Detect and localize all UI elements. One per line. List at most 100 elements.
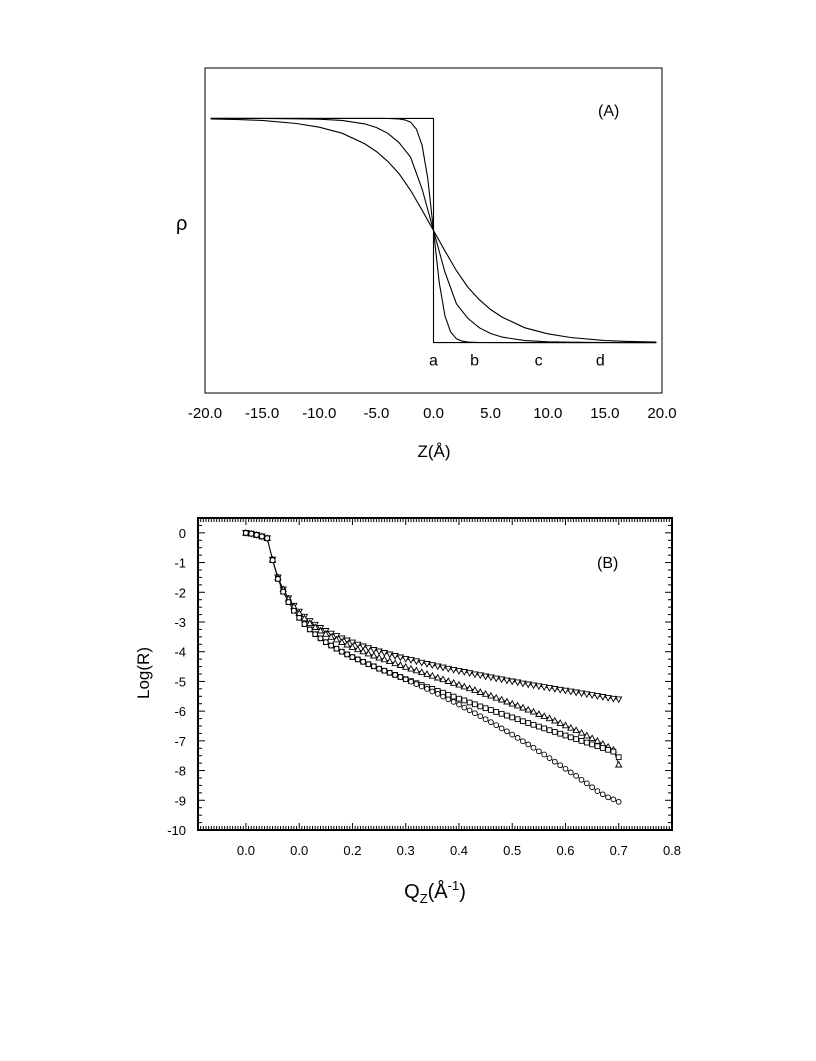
data-point xyxy=(424,686,430,692)
data-point xyxy=(604,694,612,702)
data-point xyxy=(365,661,372,668)
data-point xyxy=(275,576,281,582)
curve-label-b: b xyxy=(470,353,479,370)
data-point xyxy=(572,726,580,734)
data-point xyxy=(461,704,468,711)
panel-a-y-axis-label: ρ xyxy=(176,213,187,235)
data-point xyxy=(291,607,297,614)
data-point xyxy=(578,738,585,744)
data-point xyxy=(599,694,607,701)
data-point xyxy=(433,673,442,681)
data-point xyxy=(396,661,405,668)
data-point xyxy=(609,695,618,703)
data-point xyxy=(466,699,473,706)
data-point xyxy=(481,689,490,697)
data-point xyxy=(524,705,532,713)
data-point xyxy=(385,657,394,665)
data-point xyxy=(605,746,611,753)
data-point xyxy=(354,656,361,663)
data-point xyxy=(449,666,458,674)
data-point xyxy=(471,686,479,693)
data-point xyxy=(556,686,564,694)
x-tick-label: 0.0 xyxy=(423,405,444,422)
x-label-mid: (Å xyxy=(428,880,449,903)
data-point xyxy=(269,557,276,564)
data-point xyxy=(556,719,564,726)
x-tick-label: 0.8 xyxy=(663,843,681,858)
data-point xyxy=(535,710,543,717)
data-point xyxy=(344,651,350,658)
data-point xyxy=(280,588,287,595)
data-point xyxy=(561,721,570,729)
data-point xyxy=(375,653,383,661)
data-point xyxy=(472,701,478,708)
x-tick-label: 15.0 xyxy=(590,405,619,422)
data-point xyxy=(375,648,383,656)
data-point xyxy=(488,719,494,725)
data-point xyxy=(316,626,325,634)
data-point xyxy=(391,653,399,660)
data-point xyxy=(615,798,622,805)
data-point xyxy=(364,649,373,657)
data-point xyxy=(461,697,468,704)
data-point xyxy=(407,657,415,664)
data-point xyxy=(504,728,510,735)
x-label-sup: -1 xyxy=(448,878,460,893)
x-tick-label: -20.0 xyxy=(188,405,222,422)
profile-curve-d xyxy=(210,118,657,343)
data-point xyxy=(376,665,382,672)
data-point xyxy=(296,614,303,621)
data-point xyxy=(513,679,522,687)
data-point xyxy=(423,670,431,677)
y-tick-label: -5 xyxy=(174,674,186,689)
data-point xyxy=(594,788,601,794)
data-point xyxy=(476,672,485,680)
x-tick-label: 5.0 xyxy=(480,405,501,422)
data-point xyxy=(333,645,340,652)
data-point xyxy=(417,668,426,676)
data-point xyxy=(449,678,458,686)
y-tick-label: 0 xyxy=(179,526,186,541)
data-point xyxy=(524,681,532,689)
x-label-sub: Z xyxy=(420,891,428,906)
data-point xyxy=(439,664,447,672)
y-tick-label: -3 xyxy=(174,615,186,630)
data-point xyxy=(259,533,265,540)
data-point xyxy=(423,661,431,668)
data-point xyxy=(503,677,511,685)
data-point xyxy=(551,686,559,693)
data-point xyxy=(440,693,446,700)
data-point xyxy=(359,647,367,655)
data-point xyxy=(498,710,505,717)
x-tick-label: 0.0 xyxy=(290,843,308,858)
data-point xyxy=(433,663,442,671)
x-tick-label: -15.0 xyxy=(245,405,279,422)
data-point xyxy=(488,707,494,713)
data-point xyxy=(343,640,351,648)
x-tick-label: 0.2 xyxy=(343,843,361,858)
data-point xyxy=(397,674,404,680)
data-point xyxy=(588,692,596,700)
x-label-end: ) xyxy=(459,881,466,903)
data-point xyxy=(322,629,330,637)
data-point xyxy=(380,655,389,663)
data-point xyxy=(615,754,622,761)
data-point xyxy=(577,690,586,698)
data-point xyxy=(577,728,586,736)
data-point xyxy=(541,751,548,758)
data-point xyxy=(513,701,522,709)
x-tick-label: -5.0 xyxy=(363,405,389,422)
data-point xyxy=(412,666,421,674)
panel-a-x-tick-labels: -20.0 -15.0 -10.0 -5.0 0.0 5.0 10.0 15.0 20.0 xyxy=(188,405,677,422)
data-point xyxy=(312,631,319,638)
data-point xyxy=(428,671,437,679)
data-point xyxy=(545,714,554,722)
data-point xyxy=(514,716,521,723)
data-point xyxy=(317,635,324,642)
data-point xyxy=(413,681,420,687)
data-point xyxy=(243,530,249,536)
data-point xyxy=(519,703,527,711)
data-point xyxy=(541,725,548,732)
data-point xyxy=(264,535,271,542)
data-point xyxy=(614,696,623,704)
